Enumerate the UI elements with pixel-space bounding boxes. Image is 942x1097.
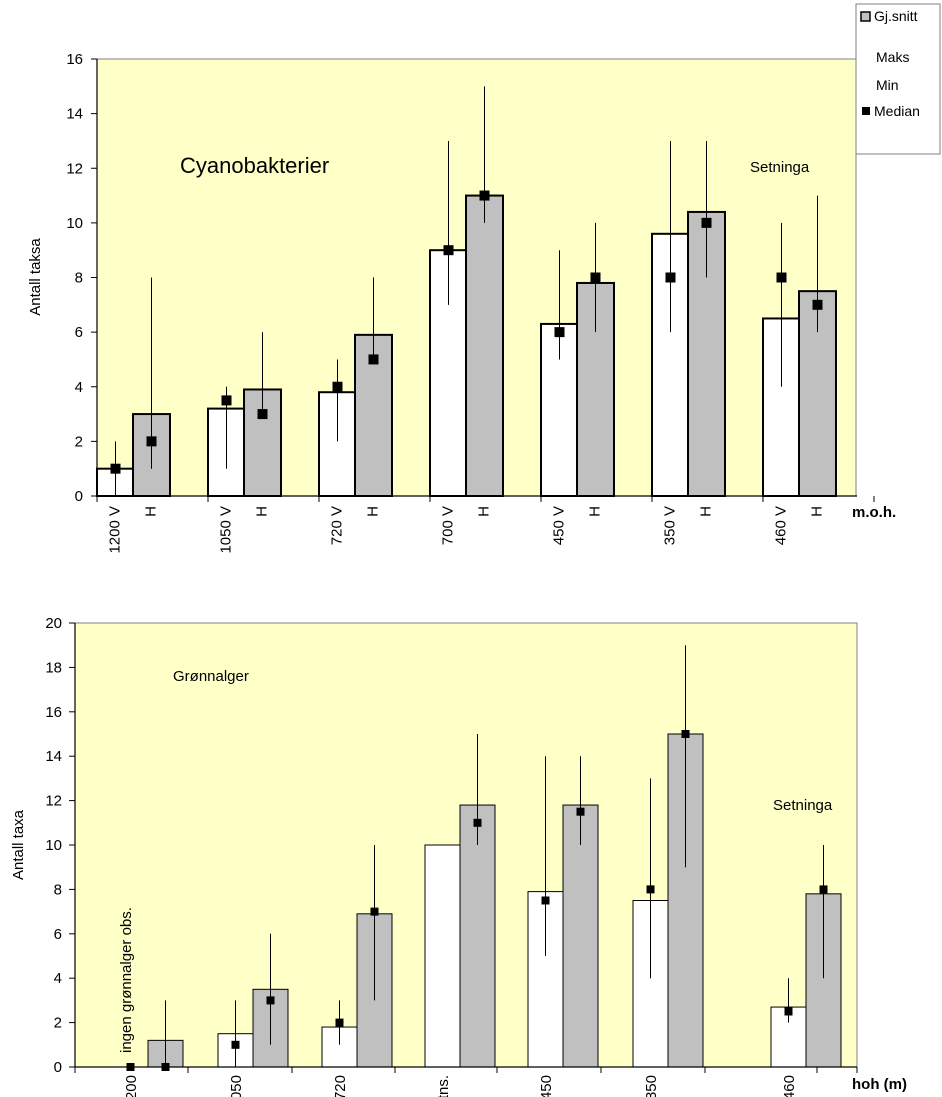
- legend-swatch-mean: [860, 11, 871, 22]
- y-tick-label: 0: [54, 1059, 62, 1076]
- x-tick-label: 1200 V: [107, 506, 124, 554]
- x-tick-label: 720: [332, 1075, 349, 1097]
- median-marker-h: [370, 907, 379, 916]
- y-tick-label: 10: [45, 837, 62, 854]
- y-tick-label: 2: [75, 433, 83, 450]
- chart-annotation-title: Grønnalger: [173, 668, 249, 685]
- y-tick-label: 14: [45, 748, 62, 765]
- bar-v: [424, 844, 461, 1068]
- x-tick-label: H: [809, 506, 826, 517]
- y-tick-label: 20: [45, 615, 62, 632]
- median-marker: [257, 409, 268, 420]
- x-tick-label: 450 V: [551, 506, 568, 545]
- median-marker: [368, 354, 379, 365]
- median-marker-h: [576, 807, 585, 816]
- chart-annotation-site: Setninga: [750, 159, 810, 176]
- median-marker: [479, 190, 490, 201]
- x-tick-label: 450: [538, 1075, 555, 1097]
- x-tick-label: H: [254, 506, 271, 517]
- y-tick-label: 4: [75, 379, 83, 396]
- x-tick-label: 700 V: [440, 506, 457, 545]
- x-tick-label: H: [365, 506, 382, 517]
- x-tick-label: H: [476, 506, 493, 517]
- x-tick-label: 1050 V: [218, 506, 235, 554]
- y-axis-title: Antall taksa: [27, 238, 44, 316]
- bar-mean: [465, 194, 504, 497]
- y-tick-label: 14: [66, 106, 83, 123]
- y-tick-label: 6: [75, 324, 83, 341]
- legend-label-max: Maks: [876, 49, 909, 65]
- y-tick-label: 8: [75, 270, 83, 287]
- median-marker: [110, 463, 121, 474]
- median-marker-v: [335, 1018, 344, 1027]
- chart-cyanobakterier: 0 2 4 6 8 10 12 14 16 1200 V H 1050 V H 720 V H 700 V H…: [27, 3, 941, 554]
- x-tick-label: H: [143, 506, 160, 517]
- median-marker-h: [473, 818, 482, 827]
- y-tick-label: 16: [66, 51, 83, 68]
- median-marker-v: [231, 1040, 240, 1049]
- y-tick-label: 12: [66, 160, 83, 177]
- median-marker-v: [646, 885, 655, 894]
- median-marker: [665, 272, 676, 283]
- median-marker-v: [541, 896, 550, 905]
- x-axis-title: m.o.h.: [852, 504, 896, 521]
- chart-annotation-site: Setninga: [773, 797, 833, 814]
- chart-gronnalger: 0 2 4 6 8 10 12 14 16 18 20 1200 1050 720 Utl. Atns. 4…: [10, 615, 907, 1097]
- chart-annotation-note: ingen grønnalger obs.: [118, 907, 135, 1053]
- median-marker: [443, 245, 454, 256]
- y-tick-label: 18: [45, 659, 62, 676]
- median-marker-h: [681, 730, 690, 738]
- median-marker-v: [784, 1007, 793, 1016]
- legend-swatch-median: [862, 107, 870, 115]
- median-marker: [776, 272, 787, 283]
- y-tick-label: 10: [66, 215, 83, 232]
- median-marker-h: [819, 885, 828, 894]
- legend-label-min: Min: [876, 77, 899, 93]
- y-tick-label: 12: [45, 793, 62, 810]
- x-tick-label: H: [698, 506, 715, 517]
- y-tick-label: 0: [75, 488, 83, 505]
- y-tick-label: 2: [54, 1015, 62, 1032]
- y-tick-label: 4: [54, 970, 62, 987]
- y-axis-title: Antall taxa: [10, 809, 27, 880]
- y-tick-label: 8: [54, 881, 62, 898]
- x-tick-label: 720 V: [329, 506, 346, 545]
- legend-label-mean: Gj.snitt: [874, 8, 918, 24]
- x-tick-label: 460 V: [773, 506, 790, 545]
- y-tick-label: 6: [54, 926, 62, 943]
- x-tick-label: 350 V: [662, 506, 679, 545]
- median-marker: [590, 272, 601, 283]
- x-tick-label: Utl. Atns.: [435, 1075, 452, 1097]
- median-marker: [554, 327, 565, 338]
- median-marker-h: [266, 996, 275, 1005]
- median-marker: [146, 436, 157, 447]
- legend-box: [855, 3, 941, 155]
- x-tick-label: 460: [781, 1075, 798, 1097]
- median-marker: [221, 395, 232, 406]
- x-axis-title: hoh (m): [852, 1076, 907, 1093]
- median-marker: [701, 217, 712, 228]
- x-tick-label: 350: [643, 1075, 660, 1097]
- median-marker: [812, 299, 823, 310]
- x-tick-label: H: [587, 506, 604, 517]
- legend: Gj.snitt Maks Min Median: [855, 3, 941, 155]
- chart-annotation-title: Cyanobakterier: [180, 153, 329, 178]
- bar-mean: [798, 290, 837, 497]
- legend-label-median: Median: [874, 103, 920, 119]
- y-tick-label: 16: [45, 704, 62, 721]
- x-tick-label: 1050: [228, 1075, 245, 1097]
- x-tick-label: 1200: [123, 1075, 140, 1097]
- median-marker: [332, 381, 343, 392]
